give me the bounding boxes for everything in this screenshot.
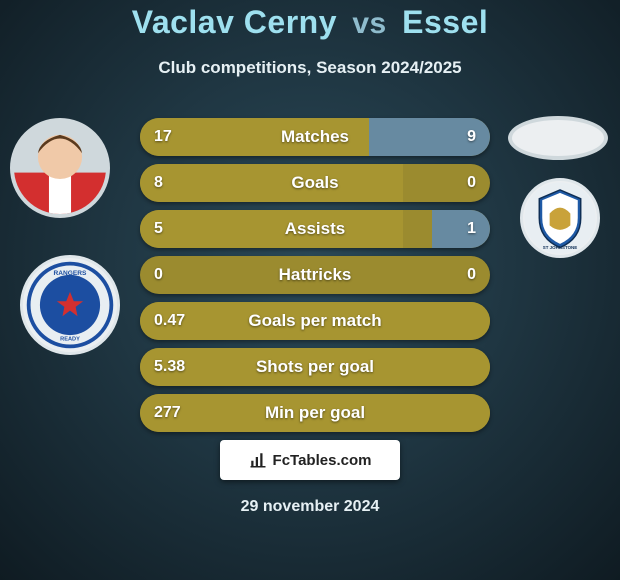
stat-row: Matches17 9 — [140, 118, 490, 156]
vs-label: vs — [352, 7, 386, 40]
svg-text:ST JOHNSTONE: ST JOHNSTONE — [543, 245, 577, 250]
stat-value-right: 1 — [467, 210, 476, 248]
stat-label: Min per goal — [140, 394, 490, 432]
stat-value-left: 5 — [154, 210, 163, 248]
player1-avatar — [10, 118, 110, 218]
player2-club-crest: ST JOHNSTONE — [520, 178, 600, 258]
stat-row: Shots per goal5.38 — [140, 348, 490, 386]
stat-value-left: 8 — [154, 164, 163, 202]
stat-row: Assists5 1 — [140, 210, 490, 248]
stat-value-right: 0 — [467, 164, 476, 202]
stat-value-right: 9 — [467, 118, 476, 156]
stat-value-left: 5.38 — [154, 348, 185, 386]
stat-value-left: 0 — [154, 256, 163, 294]
stat-row: Goals8 0 — [140, 164, 490, 202]
brand-box: FcTables.com — [220, 440, 400, 480]
stat-value-left: 17 — [154, 118, 172, 156]
player2-avatar — [508, 116, 608, 160]
stat-bars: Matches179Goals80Assists51Hattricks00Goa… — [140, 118, 490, 440]
svg-text:READY: READY — [60, 337, 80, 343]
stat-label: Assists — [140, 210, 490, 248]
stat-label: Matches — [140, 118, 490, 156]
svg-text:RANGERS: RANGERS — [54, 270, 88, 277]
player2-name: Essel — [402, 4, 488, 40]
stat-row: Hattricks0 0 — [140, 256, 490, 294]
page-title: Vaclav Cerny vs Essel — [0, 4, 620, 41]
player1-club-crest: RANGERS READY — [20, 255, 120, 355]
stat-row: Min per goal277 — [140, 394, 490, 432]
stat-label: Goals per match — [140, 302, 490, 340]
brand-text: FcTables.com — [273, 452, 372, 469]
stat-label: Shots per goal — [140, 348, 490, 386]
stat-label: Goals — [140, 164, 490, 202]
stat-value-left: 277 — [154, 394, 181, 432]
subtitle: Club competitions, Season 2024/2025 — [0, 58, 620, 78]
stat-row: Goals per match0.47 — [140, 302, 490, 340]
player1-name: Vaclav Cerny — [132, 4, 337, 40]
chart-icon — [249, 451, 267, 469]
stat-value-left: 0.47 — [154, 302, 185, 340]
footer-date: 29 november 2024 — [0, 498, 620, 516]
stat-label: Hattricks — [140, 256, 490, 294]
stat-value-right: 0 — [467, 256, 476, 294]
